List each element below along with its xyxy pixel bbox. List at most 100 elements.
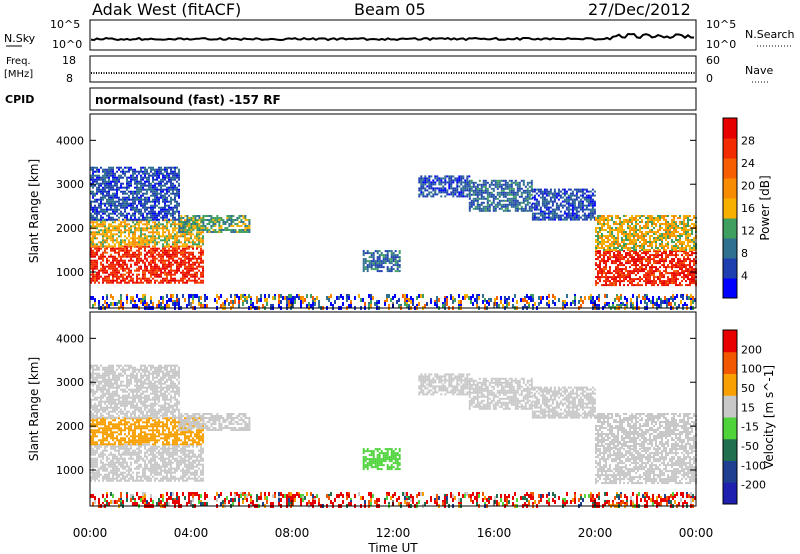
heatmap-cell <box>150 219 152 222</box>
heatmap-cell <box>202 275 204 278</box>
heatmap-cell <box>244 215 247 217</box>
heatmap-cell <box>679 264 681 267</box>
heatmap-cell <box>94 180 96 183</box>
heatmap-cell <box>94 302 96 306</box>
heatmap-cell <box>98 212 100 215</box>
heatmap-cell <box>156 257 158 260</box>
heatmap-cell <box>182 233 184 236</box>
heatmap-cell <box>92 253 94 256</box>
heatmap-cell <box>236 223 239 225</box>
heatmap-cell <box>611 231 613 233</box>
heatmap-cell <box>589 200 592 203</box>
heatmap-cell <box>128 202 130 205</box>
heatmap-cell <box>274 296 276 300</box>
heatmap-cell <box>388 268 391 271</box>
heatmap-cell <box>601 215 603 217</box>
heatmap-cell <box>182 221 185 223</box>
heatmap-cell <box>462 177 465 180</box>
heatmap-cell <box>134 304 136 308</box>
heatmap-cell <box>256 296 258 300</box>
heatmap-cell <box>524 209 527 212</box>
heatmap-cell <box>96 271 98 274</box>
heatmap-cell <box>651 264 653 267</box>
heatmap-cell <box>124 227 126 230</box>
heatmap-cell <box>641 252 643 255</box>
heatmap-cell <box>486 205 489 208</box>
heatmap-cell <box>543 206 546 209</box>
heatmap-cell <box>188 217 191 219</box>
heatmap-cell <box>557 192 560 195</box>
heatmap-cell <box>428 185 431 188</box>
heatmap-cell <box>376 256 379 259</box>
heatmap-cell <box>396 266 399 269</box>
heatmap-cell <box>647 219 649 221</box>
heatmap-cell <box>675 239 677 241</box>
heatmap-cell <box>114 247 116 250</box>
heatmap-cell <box>645 278 647 281</box>
heatmap-cell <box>142 198 144 201</box>
heatmap-cell <box>172 249 174 252</box>
heatmap-cell <box>116 259 118 262</box>
heatmap-cell <box>659 237 661 239</box>
heatmap-cell <box>116 192 118 195</box>
heatmap-cell <box>422 195 425 198</box>
heatmap-cell <box>194 263 196 266</box>
heatmap-cell <box>152 302 154 306</box>
heatmap-cell <box>585 208 588 211</box>
heatmap-cell <box>436 175 439 178</box>
heatmap-cell <box>530 197 533 200</box>
heatmap-cell <box>669 254 671 257</box>
heatmap-cell <box>450 185 453 188</box>
heatmap-cell <box>150 190 152 193</box>
heatmap-cell <box>106 241 108 244</box>
heatmap-cell <box>595 258 597 261</box>
heatmap-cell <box>116 188 118 191</box>
heatmap-cell <box>428 187 431 190</box>
heatmap-cell <box>192 251 194 254</box>
heatmap-cell <box>476 201 479 204</box>
heatmap-cell <box>502 195 505 198</box>
heatmap-cell <box>478 187 481 190</box>
heatmap-cell <box>428 177 431 180</box>
heatmap-cell <box>144 227 146 230</box>
heatmap-cell <box>637 229 639 231</box>
heatmap-cell <box>587 196 590 199</box>
heatmap-cell <box>420 179 423 182</box>
heatmap-cell <box>458 177 461 180</box>
heatmap-cell <box>665 223 667 225</box>
heatmap-cell <box>561 192 564 195</box>
heatmap-cell <box>559 204 562 207</box>
heatmap-cell <box>144 218 146 221</box>
heatmap-cell <box>104 275 106 278</box>
heatmap-cell <box>102 221 104 224</box>
heatmap-cell <box>196 271 198 274</box>
heatmap-cell <box>635 250 637 253</box>
heatmap-cell <box>154 273 156 276</box>
heatmap-cell <box>549 196 552 199</box>
heatmap-cell <box>537 218 540 221</box>
heatmap-cell <box>118 186 120 189</box>
heatmap-cell <box>492 187 495 190</box>
heatmap-cell <box>190 294 192 298</box>
heatmap-cell <box>432 181 435 184</box>
heatmap-cell <box>494 181 497 184</box>
heatmap-cell <box>194 217 197 219</box>
heatmap-cell <box>663 264 665 267</box>
heatmap-cell <box>154 251 156 254</box>
heatmap-cell <box>148 227 150 230</box>
heatmap-cell <box>126 178 128 181</box>
heatmap-cell <box>176 218 178 221</box>
heatmap-cell <box>549 206 552 209</box>
heatmap-cell <box>663 245 665 247</box>
heatmap-cell <box>96 174 98 177</box>
heatmap-cell <box>186 217 189 219</box>
heatmap-cell <box>146 277 148 280</box>
heatmap-cell <box>226 219 229 221</box>
heatmap-cell <box>657 252 659 255</box>
heatmap-cell <box>110 271 112 274</box>
heatmap-cell <box>567 198 570 201</box>
heatmap-cell <box>136 281 138 284</box>
heatmap-cell <box>152 249 154 252</box>
heatmap-cell <box>432 189 435 192</box>
heatmap-cell <box>174 221 176 224</box>
